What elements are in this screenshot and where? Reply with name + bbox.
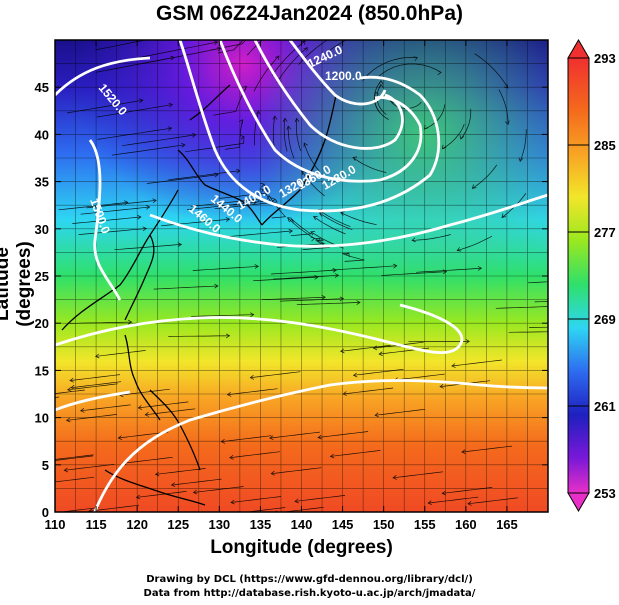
- x-tick-label: 130: [208, 517, 230, 532]
- x-axis-label: Longitude (degrees): [210, 537, 393, 558]
- credit-data: Data from http://database.rish.kyoto-u.a…: [143, 588, 476, 599]
- y-tick-label: 45: [35, 80, 49, 95]
- y-tick-label: 15: [35, 363, 49, 378]
- height-contours: [55, 40, 548, 512]
- x-tick-label: 120: [126, 517, 148, 532]
- colorbar-tick-label: 261: [594, 399, 616, 414]
- x-tick-label: 110: [45, 517, 66, 532]
- colorbar-tick-label: 269: [594, 312, 616, 327]
- colorbar-min-arrow: [567, 492, 590, 512]
- y-axis-label: Latitude (degrees): [0, 241, 35, 327]
- x-tick-label: 150: [373, 517, 395, 532]
- x-tick-label: 135: [250, 517, 272, 532]
- y-tick-label: 25: [35, 269, 49, 284]
- coastlines: [61, 84, 337, 506]
- y-tick-label: 5: [42, 458, 49, 473]
- colorbar-max-arrow: [567, 39, 590, 59]
- x-tick-label: 125: [167, 517, 189, 532]
- colorbar-tick-label: 285: [594, 138, 616, 153]
- x-tick-label: 160: [455, 517, 477, 532]
- colorbar-tick-label: 277: [594, 225, 616, 240]
- colorbar: 293 285 277 269 261 253: [567, 39, 616, 512]
- credit-drawing: Drawing by DCL (https://www.gfd-dennou.o…: [146, 574, 473, 585]
- x-tick-label: 140: [291, 517, 313, 532]
- grid-lines: [55, 40, 548, 512]
- y-tick-label: 35: [35, 175, 49, 190]
- chart-title: GSM 06Z24Jan2024 (850.0hPa): [155, 2, 463, 25]
- x-tick-label: 145: [332, 517, 354, 532]
- x-tick-label: 115: [86, 517, 107, 532]
- x-axis-ticks: 110 115 120 125 130 135 140 145 150 155 160 165: [45, 40, 518, 532]
- x-tick-label: 165: [496, 517, 518, 532]
- y-tick-label: 0: [42, 505, 49, 520]
- y-tick-label: 40: [35, 127, 49, 142]
- colorbar-tick-label: 253: [594, 486, 616, 501]
- wind-streamlines: [55, 40, 548, 512]
- plot-area: 1520.0 1240.0 1200.0 1440.0 1460.0 1400.…: [55, 40, 548, 512]
- y-tick-label: 30: [35, 222, 49, 237]
- x-tick-label: 155: [414, 517, 436, 532]
- y-tick-label: 10: [35, 411, 49, 426]
- y-axis-ticks: 0 5 10 15 20 25 30 35 40 45: [35, 80, 548, 520]
- colorbar-tick-label: 293: [594, 51, 616, 66]
- y-tick-label: 20: [35, 316, 49, 331]
- contour-label: 1200.0: [325, 69, 362, 83]
